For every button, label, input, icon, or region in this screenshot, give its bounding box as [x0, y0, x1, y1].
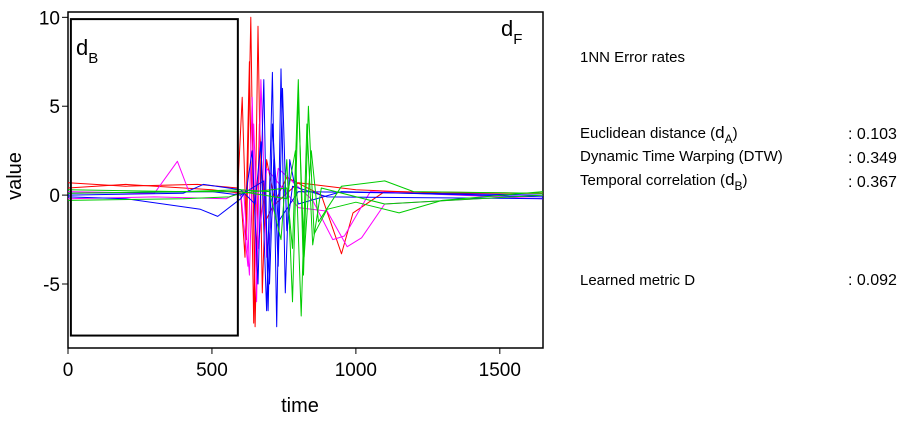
metric-value-euclidean: : 0.103	[848, 126, 897, 144]
y-axis-label: value	[4, 152, 26, 200]
region-label-dB: dB	[76, 35, 98, 67]
x-axis-label: time	[281, 395, 319, 417]
panel-heading: 1NN Error rates	[580, 49, 685, 66]
metric-label-learned: Learned metric D	[580, 272, 695, 289]
x-tick-label: 0	[63, 360, 74, 381]
y-tick-label: 0	[49, 186, 60, 207]
x-tick-label: 1500	[479, 360, 521, 381]
error-rates-panel: 1NN Error rates Euclidean distance (dA) …	[580, 0, 924, 422]
y-tick-label: 5	[49, 97, 60, 118]
y-tick-label: 10	[39, 8, 60, 29]
series-layer	[68, 17, 543, 326]
metric-value-dtw: : 0.349	[848, 150, 897, 168]
region-label-dF: dF	[501, 16, 522, 48]
x-tick-label: 1000	[335, 360, 377, 381]
line-chart: 0 500 1000 1500 10 5 0 -5 time value dF dB	[0, 0, 560, 422]
metric-value-temporal: : 0.367	[848, 174, 897, 192]
x-tick-label: 500	[196, 360, 228, 381]
metric-label-temporal: Temporal correlation (dB)	[580, 170, 748, 190]
metric-label-dtw: Dynamic Time Warping (DTW)	[580, 148, 783, 165]
y-tick-label: -5	[43, 275, 60, 296]
metric-label-euclidean: Euclidean distance (dA)	[580, 123, 738, 143]
metric-value-learned: : 0.092	[848, 272, 897, 290]
